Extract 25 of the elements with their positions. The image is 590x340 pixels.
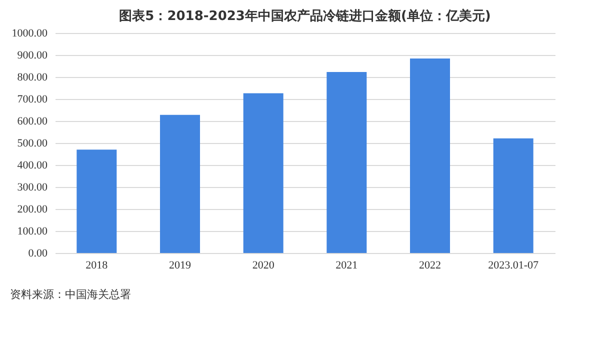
y-tick-label: 700.00 <box>17 94 48 106</box>
y-tick-label: 1000.00 <box>12 28 48 40</box>
chart-title: 图表5：2018-2023年中国农产品冷链进口金额(单位：亿美元) <box>119 8 491 24</box>
y-tick-label: 0.00 <box>28 248 48 260</box>
bar <box>493 138 534 253</box>
y-tick-label: 400.00 <box>17 160 48 172</box>
y-tick-label: 800.00 <box>17 72 48 84</box>
bar <box>243 93 284 253</box>
y-tick-label: 300.00 <box>17 182 48 194</box>
x-tick-label: 2021 <box>336 260 358 272</box>
x-tick-label: 2019 <box>169 260 192 272</box>
bar <box>160 114 200 253</box>
text: 资料来源：中国海关总署 <box>10 288 131 301</box>
y-tick-label: 900.00 <box>17 50 48 62</box>
y-tick-label: 600.00 <box>17 116 48 128</box>
bar <box>76 150 117 253</box>
x-tick-label: 2020 <box>252 260 275 272</box>
y-tick-label: 200.00 <box>17 204 48 216</box>
y-tick-label: 500.00 <box>17 138 48 150</box>
x-tick-label: 2022 <box>419 260 441 272</box>
bar <box>326 72 367 253</box>
bar <box>410 58 450 253</box>
y-tick-label: 100.00 <box>17 226 48 238</box>
x-tick-label: 2023.01-07 <box>488 260 540 272</box>
x-tick-label: 2018 <box>86 260 108 272</box>
